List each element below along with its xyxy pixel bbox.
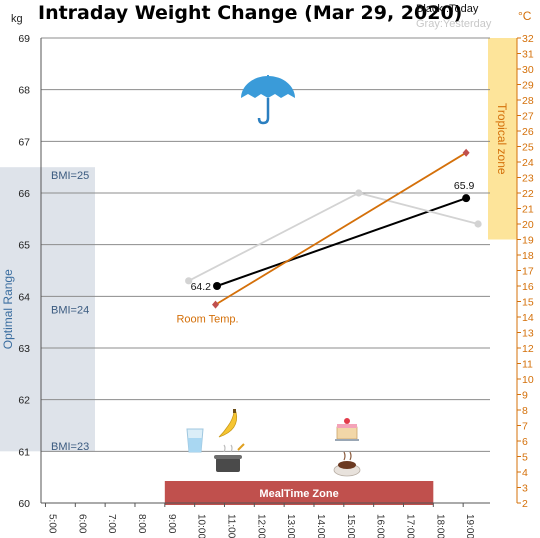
x-tick-label: 14:00 [315, 514, 326, 538]
x-tick-label: 19:00 [464, 514, 475, 538]
x-tick-label: 9:00 [166, 514, 177, 534]
tropical-zone-band [488, 38, 517, 240]
today-point [213, 282, 222, 290]
x-tick-label: 17:00 [404, 514, 415, 538]
yesterday-point [185, 277, 193, 285]
chart-title: Intraday Weight Change (Mar 29, 2020) [38, 2, 462, 24]
x-tick-label: 5:00 [46, 514, 57, 534]
y-right-tick-label: 26 [522, 126, 534, 138]
y-right-tick-label: 15 [522, 297, 534, 309]
x-tick-label: 16:00 [375, 514, 386, 538]
y-left-tick-label: 68 [18, 85, 30, 97]
room-temp-label: Room Temp. [176, 314, 238, 326]
y-right-tick-label: 17 [522, 266, 534, 278]
series-line-room-temp [215, 151, 467, 306]
room-temp-point [212, 300, 220, 309]
y-right-tick-label: 2 [522, 498, 528, 510]
y-right-tick-label: 7 [522, 421, 528, 433]
y-left-tick-label: 65 [18, 240, 30, 252]
y-left-tick-label: 66 [18, 188, 30, 200]
water-glass-icon [186, 428, 204, 453]
y-right-tick-label: 18 [522, 250, 534, 262]
cake-icon [335, 418, 359, 441]
y-right-tick-label: 4 [522, 467, 528, 479]
data-label: 64.2 [191, 281, 212, 293]
y-left-unit: kg [11, 13, 23, 25]
y-left-tick-label: 63 [18, 343, 30, 355]
y-right-tick-label: 9 [522, 390, 528, 402]
meal-time-zone-band [164, 481, 434, 505]
y-left-tick-label: 62 [18, 395, 30, 407]
optimal-range-label: Optimal Range [1, 269, 15, 349]
series-line-today [216, 197, 467, 287]
legend-today: Black :Today [416, 3, 479, 15]
x-tick-label: 7:00 [106, 514, 117, 534]
yesterday-point [474, 220, 482, 228]
y-right-tick-label: 29 [522, 80, 534, 92]
umbrella-icon [241, 75, 295, 125]
y-left-tick-label: 60 [18, 498, 30, 510]
y-right-tick-label: 20 [522, 219, 534, 231]
x-tick-label: 11:00 [225, 514, 236, 538]
y-right-tick-label: 5 [522, 452, 528, 464]
optimal-range-band [0, 167, 95, 452]
y-left-tick-label: 69 [18, 33, 30, 45]
y-right-tick-label: 12 [522, 343, 534, 355]
y-right-tick-label: 16 [522, 281, 534, 293]
banana-icon [218, 409, 238, 438]
cooking-pot-icon [214, 443, 245, 472]
today-point [462, 194, 471, 203]
y-right-tick-label: 6 [522, 436, 528, 448]
x-tick-label: 6:00 [76, 514, 87, 534]
y-right-tick-label: 19 [522, 235, 534, 247]
series-line-yesterday [188, 192, 479, 282]
y-right-tick-label: 14 [522, 312, 534, 324]
legend-yesterday: Gray:Yesterday [416, 18, 492, 30]
y-right-tick-label: 11 [522, 359, 533, 371]
y-right-unit: °C [518, 9, 532, 23]
y-right-tick-label: 30 [522, 64, 534, 76]
data-label: 65.9 [454, 180, 475, 192]
y-left-tick-label: 64 [18, 291, 30, 303]
y-right-tick-label: 25 [522, 142, 534, 154]
y-left-tick-label: 67 [18, 136, 30, 148]
y-left-tick-label: 61 [18, 446, 30, 458]
y-right-tick-label: 24 [522, 157, 534, 169]
y-right-tick-label: 21 [522, 204, 534, 216]
y-right-tick-label: 22 [522, 188, 534, 200]
y-right-tick-label: 3 [522, 483, 528, 495]
room-temp-point [462, 148, 470, 157]
x-tick-label: 18:00 [434, 514, 445, 538]
y-right-tick-label: 23 [522, 173, 534, 185]
y-right-tick-label: 27 [522, 111, 534, 123]
y-right-tick-label: 32 [522, 33, 534, 45]
y-right-tick-label: 28 [522, 95, 534, 107]
x-tick-label: 12:00 [255, 514, 266, 538]
bmi-label: BMI=24 [51, 304, 89, 316]
coffee-cup-icon [333, 451, 361, 477]
y-right-tick-label: 10 [522, 374, 534, 386]
bmi-label: BMI=23 [51, 441, 89, 453]
y-right-tick-label: 13 [522, 328, 534, 340]
x-tick-label: 10:00 [196, 514, 207, 538]
tropical-zone-label: Tropical zone [495, 103, 509, 175]
x-tick-label: 8:00 [136, 514, 147, 534]
y-right-tick-label: 8 [522, 405, 528, 417]
x-tick-label: 13:00 [285, 514, 296, 538]
y-right-tick-label: 31 [522, 49, 534, 61]
bmi-label: BMI=25 [51, 170, 89, 182]
yesterday-point [355, 189, 363, 197]
x-tick-label: 15:00 [345, 514, 356, 538]
meal-time-zone-label: MealTime Zone [259, 488, 338, 500]
